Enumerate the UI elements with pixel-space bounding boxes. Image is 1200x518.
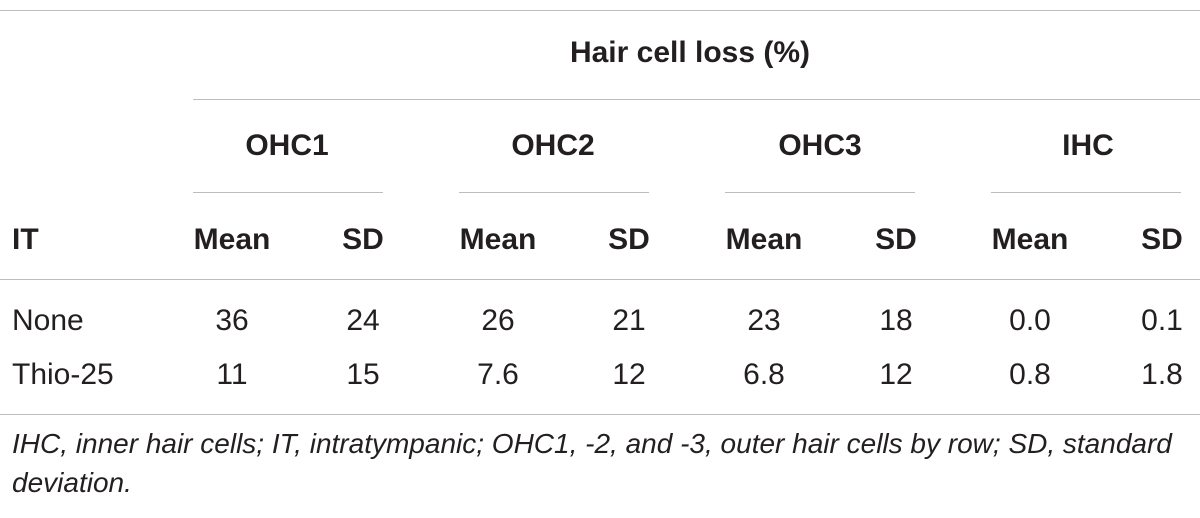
group-rule-ihc xyxy=(991,192,1181,193)
row-label: None xyxy=(12,304,84,337)
subheader-ihc-mean: Mean xyxy=(991,223,1069,256)
table-cell: 21 xyxy=(612,304,646,337)
table-cell: 36 xyxy=(215,304,249,337)
subheader-ohc3-mean: Mean xyxy=(725,223,803,256)
subheader-ohc2-mean: Mean xyxy=(459,223,537,256)
super-header: Hair cell loss (%) xyxy=(569,36,811,69)
table-cell: 0.1 xyxy=(1141,304,1183,337)
row-label: Thio-25 xyxy=(12,358,114,391)
table-cell: 15 xyxy=(346,358,380,391)
table-cell: 26 xyxy=(481,304,515,337)
group-rule-ohc1 xyxy=(193,192,383,193)
subheader-ihc-sd: SD xyxy=(1141,223,1183,256)
table-cell: 0.0 xyxy=(1009,304,1051,337)
table-bottom-rule xyxy=(0,414,1200,415)
subheader-ohc1-mean: Mean xyxy=(193,223,271,256)
table-cell: 12 xyxy=(879,358,913,391)
table-cell: 18 xyxy=(879,304,913,337)
table-cell: 11 xyxy=(216,358,248,391)
table-cell: 1.8 xyxy=(1141,358,1183,391)
table-cell: 0.8 xyxy=(1009,358,1051,391)
table-cell: 23 xyxy=(747,304,781,337)
table-footnote: IHC, inner hair cells; IT, intratympanic… xyxy=(12,428,1172,498)
group-header-ohc3: OHC3 xyxy=(778,129,862,162)
table-cell: 24 xyxy=(346,304,380,337)
subheader-ohc1-sd: SD xyxy=(342,223,384,256)
table-cell: 7.6 xyxy=(477,358,519,391)
group-header-ihc: IHC xyxy=(1062,129,1114,162)
super-header-rule xyxy=(193,99,1200,100)
subheader-ohc3-sd: SD xyxy=(875,223,917,256)
group-rule-ohc2 xyxy=(459,192,649,193)
header-bottom-rule xyxy=(0,279,1200,280)
table-cell: 12 xyxy=(612,358,646,391)
top-rule xyxy=(0,10,1200,11)
subheader-ohc2-sd: SD xyxy=(608,223,650,256)
group-rule-ohc3 xyxy=(725,192,915,193)
group-header-ohc1: OHC1 xyxy=(245,129,329,162)
group-header-ohc2: OHC2 xyxy=(511,129,595,162)
row-header-it: IT xyxy=(12,223,39,256)
table-cell: 6.8 xyxy=(743,358,785,391)
